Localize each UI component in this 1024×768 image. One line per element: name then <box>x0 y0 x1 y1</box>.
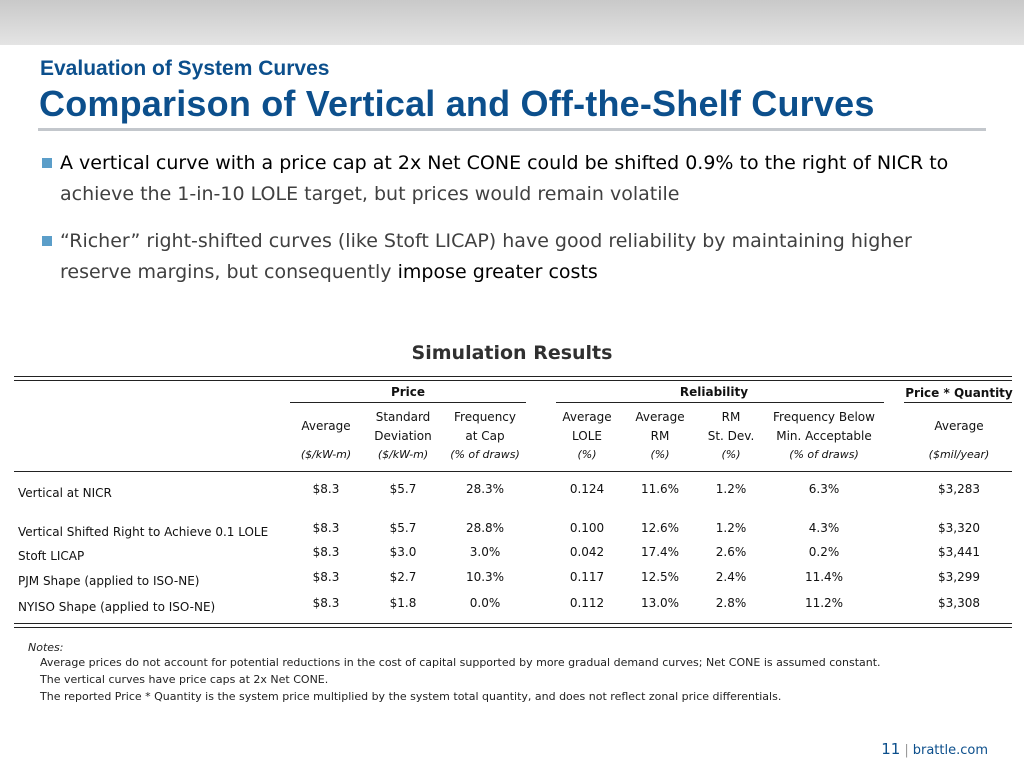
footer-site-link[interactable]: brattle.com <box>912 743 988 758</box>
column-header: Average <box>301 419 351 433</box>
table-cell: 3.0% <box>469 545 501 559</box>
bullet-text-continued: achieve the 1-in-10 LOLE target, but pri… <box>60 183 680 205</box>
table-cell: 2.8% <box>715 596 747 610</box>
bullet-text-continued: impose greater costs <box>397 261 598 283</box>
table-cell: 12.5% <box>640 570 680 584</box>
price-group-rule <box>290 402 526 403</box>
column-header: St. Dev. <box>707 429 755 443</box>
group-header-price: Price <box>390 385 426 399</box>
bullet-item: A vertical curve with a price cap at 2x … <box>40 148 970 210</box>
bullet-text: “Richer” right-shifted curves (like Stof… <box>60 230 912 283</box>
top-banner <box>0 0 1024 45</box>
column-header: Standard <box>375 410 431 424</box>
notes: Notes: Average prices do not account for… <box>28 641 881 705</box>
column-header: Frequency Below <box>773 410 875 424</box>
table-cell: 11.6% <box>640 482 680 496</box>
table-row-label: Vertical Shifted Right to Achieve 0.1 LO… <box>18 525 269 539</box>
column-unit: ($/kW-m) <box>377 448 429 461</box>
table-cell: $3,441 <box>938 545 980 559</box>
table-cell: $2.7 <box>389 570 417 584</box>
table-cell: $3,299 <box>938 570 980 584</box>
column-unit: (% of draws) <box>450 448 520 461</box>
column-header: RM <box>721 410 741 424</box>
column-unit: (%) <box>577 448 597 461</box>
table-cell: 11.2% <box>804 596 844 610</box>
column-unit: (%) <box>650 448 670 461</box>
table-cell: $8.3 <box>312 482 340 496</box>
table-cell: 28.3% <box>465 482 505 496</box>
page-number: 11 <box>881 740 901 758</box>
column-header: Deviation <box>374 429 432 443</box>
group-header-reliability: Reliability <box>679 385 749 399</box>
table-cell: $3,308 <box>938 596 980 610</box>
table-cell: 28.8% <box>465 521 505 535</box>
column-header: at Cap <box>465 429 505 443</box>
column-header: RM <box>650 429 670 443</box>
table-cell: $1.8 <box>389 596 417 610</box>
table-row-label: PJM Shape (applied to ISO-NE) <box>18 574 200 588</box>
table-cell: 0.042 <box>569 545 605 559</box>
table-cell: $8.3 <box>312 545 340 559</box>
reliability-group-rule <box>556 402 884 403</box>
table-cell: $8.3 <box>312 521 340 535</box>
square-bullet-icon <box>42 158 52 168</box>
table-cell: $8.3 <box>312 570 340 584</box>
column-header: Average <box>562 410 612 424</box>
table-cell: 0.124 <box>569 482 605 496</box>
column-unit: (%) <box>721 448 741 461</box>
page-title: Comparison of Vertical and Off-the-Shelf… <box>39 83 875 124</box>
bullet-list: A vertical curve with a price cap at 2x … <box>40 148 970 304</box>
table-cell: 13.0% <box>640 596 680 610</box>
column-unit: ($mil/year) <box>928 448 990 461</box>
table-cell: 0.112 <box>569 596 605 610</box>
table-row-label: Stoft LICAP <box>18 549 85 563</box>
table-cell: $5.7 <box>389 482 417 496</box>
table-cell: 0.0% <box>469 596 501 610</box>
bullet-text: A vertical curve with a price cap at 2x … <box>60 152 949 174</box>
section-subtitle: Evaluation of System Curves <box>40 57 330 80</box>
table-cell: $3.0 <box>389 545 417 559</box>
column-header: LOLE <box>572 429 602 443</box>
group-header-price-quantity: Price * Quantity <box>905 386 1013 400</box>
note-line: The vertical curves have price caps at 2… <box>40 673 329 686</box>
table-bottom-rule <box>14 623 1012 628</box>
table-cell: 10.3% <box>465 570 505 584</box>
column-header: Average <box>635 410 685 424</box>
table-cell: $3,283 <box>938 482 980 496</box>
footer: 11 | brattle.com <box>881 740 988 758</box>
title-divider <box>38 128 986 131</box>
table-cell: 4.3% <box>808 521 840 535</box>
table-cell: 1.2% <box>715 482 747 496</box>
footer-separator: | <box>904 743 909 758</box>
table-cell: 2.6% <box>715 545 747 559</box>
table-cell: 1.2% <box>715 521 747 535</box>
note-line: Average prices do not account for potent… <box>40 656 881 669</box>
table-cell: 17.4% <box>640 545 680 559</box>
table-cell: $5.7 <box>389 521 417 535</box>
table-cell: 11.4% <box>804 570 844 584</box>
table-cell: $3,320 <box>938 521 980 535</box>
table-cell: 0.117 <box>569 570 605 584</box>
table-title: Simulation Results <box>411 342 613 364</box>
note-line: The reported Price * Quantity is the sys… <box>40 690 782 703</box>
column-unit: (% of draws) <box>789 448 859 461</box>
table-row-label: Vertical at NICR <box>18 486 112 500</box>
table-cell: 0.2% <box>808 545 840 559</box>
table-cell: 2.4% <box>715 570 747 584</box>
notes-heading: Notes: <box>28 641 64 654</box>
table-cell: 6.3% <box>808 482 840 496</box>
table-row-label: NYISO Shape (applied to ISO-NE) <box>18 600 216 614</box>
header-bottom-rule <box>14 471 1012 472</box>
table-cell: $8.3 <box>312 596 340 610</box>
column-header: Min. Acceptable <box>776 429 872 443</box>
column-header: Average <box>934 419 984 433</box>
pq-group-rule <box>904 402 1012 403</box>
table-cell: 12.6% <box>640 521 680 535</box>
column-unit: ($/kW-m) <box>300 448 352 461</box>
column-header: Frequency <box>454 410 516 424</box>
square-bullet-icon <box>42 236 52 246</box>
bullet-item: “Richer” right-shifted curves (like Stof… <box>40 226 970 288</box>
table-top-rule <box>14 376 1012 381</box>
table-cell: 0.100 <box>569 521 605 535</box>
